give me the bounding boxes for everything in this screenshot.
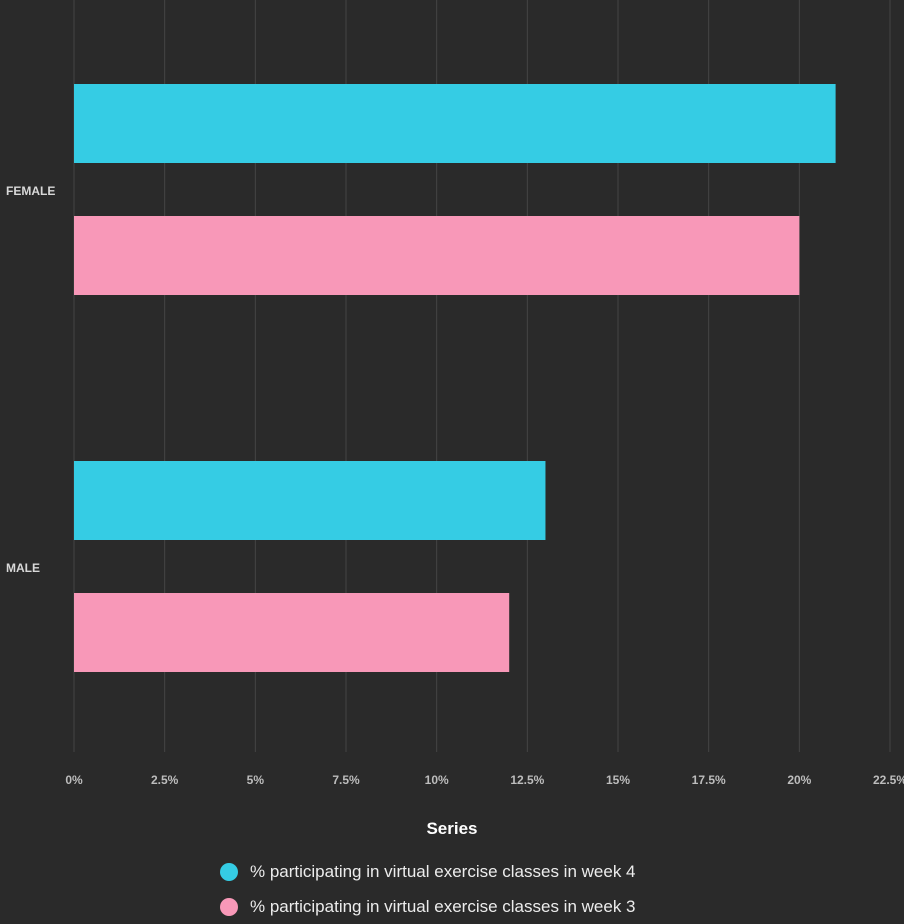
x-tick-label: 10% xyxy=(425,773,449,787)
x-tick-label: 5% xyxy=(247,773,265,787)
legend-label-week-4: % participating in virtual exercise clas… xyxy=(250,861,636,881)
bar-male-series-0[interactable] xyxy=(74,461,546,540)
legend: % participating in virtual exercise clas… xyxy=(220,854,636,924)
category-label: FEMALE xyxy=(6,184,55,198)
x-tick-label: 7.5% xyxy=(332,773,360,787)
bar-female-series-1[interactable] xyxy=(74,216,800,295)
x-tick-label: 0% xyxy=(65,773,83,787)
x-tick-label: 20% xyxy=(787,773,811,787)
category-label: MALE xyxy=(6,561,40,575)
legend-label-week-3: % participating in virtual exercise clas… xyxy=(250,896,636,916)
legend-swatch-week-4 xyxy=(220,862,238,881)
bar-male-series-1[interactable] xyxy=(74,593,510,672)
x-tick-label: 2.5% xyxy=(151,773,179,787)
legend-item-week-3[interactable]: % participating in virtual exercise clas… xyxy=(220,889,636,924)
legend-title: Series xyxy=(426,819,478,838)
legend-swatch-week-3 xyxy=(220,897,238,916)
x-tick-label: 17.5% xyxy=(692,773,726,787)
bar-female-series-0[interactable] xyxy=(74,84,836,163)
x-tick-label: 15% xyxy=(606,773,630,787)
x-tick-label: 12.5% xyxy=(510,773,544,787)
x-tick-label: 22.5% xyxy=(873,773,904,787)
legend-item-week-4[interactable]: % participating in virtual exercise clas… xyxy=(220,854,636,889)
